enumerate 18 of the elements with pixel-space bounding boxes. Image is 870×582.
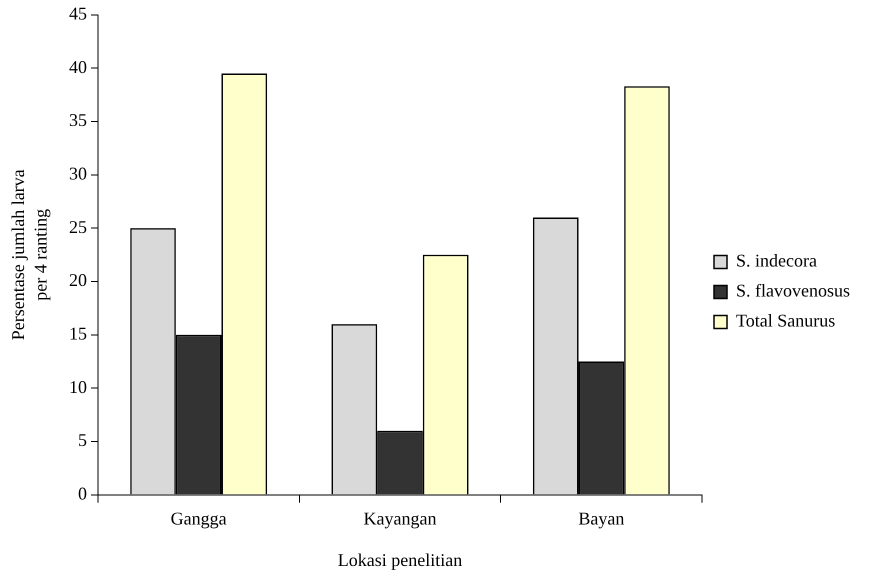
y-tick-label: 10 (69, 376, 87, 397)
y-tick-label: 40 (69, 56, 87, 77)
y-tick-label: 45 (69, 4, 87, 24)
y-tick-label: 0 (78, 484, 87, 504)
y-tick-label: 15 (69, 324, 87, 344)
x-tick-label: Kayangan (364, 508, 436, 528)
y-tick-label: 25 (69, 216, 87, 237)
legend-label: S. flavovenosus (736, 280, 850, 301)
x-tick-label: Bayan (578, 508, 624, 528)
legend-label: S. indecora (736, 250, 817, 271)
y-axis-title: Persentase jumlah larva per 4 ranting (8, 169, 50, 340)
y-tick-label: 30 (69, 164, 87, 184)
x-axis-title: Lokasi penelitian (338, 550, 462, 570)
y-tick-label: 5 (78, 430, 87, 450)
legend-label: Total Sanurus (736, 310, 836, 331)
y-tick-label: 35 (69, 110, 87, 130)
x-tick-label: Gangga (170, 508, 227, 528)
y-tick-label: 20 (69, 270, 87, 290)
